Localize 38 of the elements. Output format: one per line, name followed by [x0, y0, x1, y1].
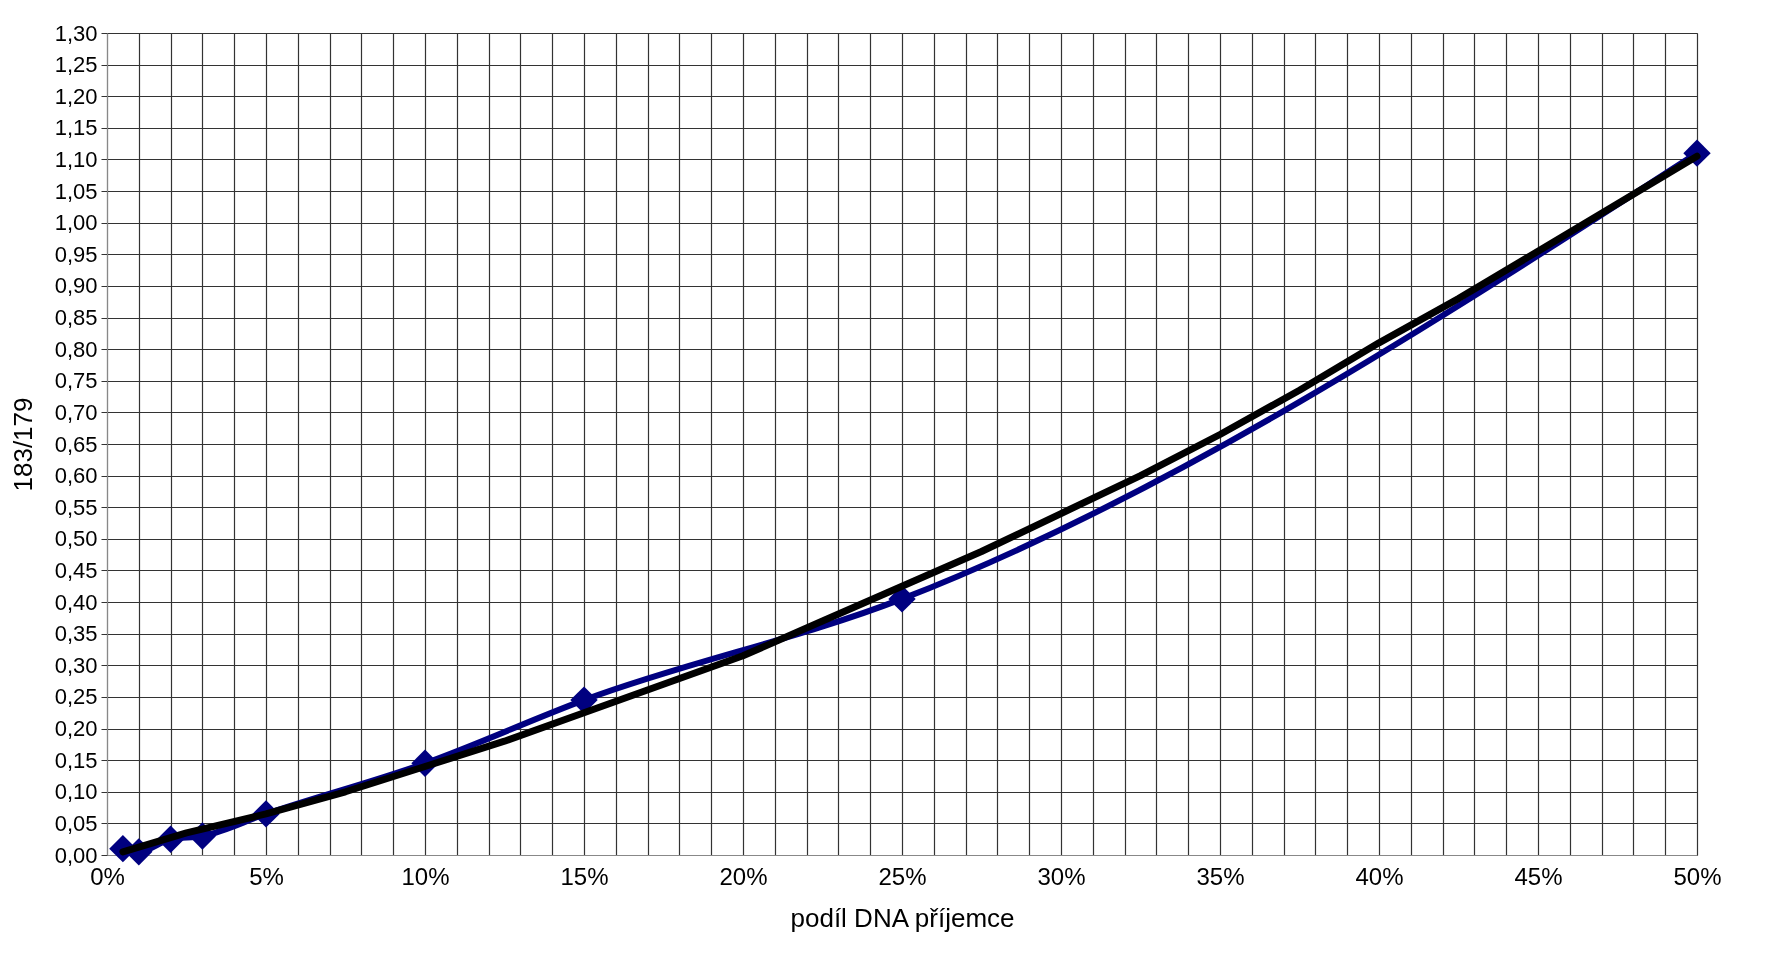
x-axis-title: podíl DNA příjemce: [790, 902, 1015, 933]
y-tick-label: 1,15: [54, 115, 98, 141]
y-tick-label: 0,45: [54, 557, 98, 583]
y-tick-label: 1,10: [54, 146, 98, 172]
y-tick-label: 0,10: [54, 779, 98, 805]
x-tick-label: 35%: [1196, 862, 1245, 890]
y-tick-label: 1,20: [54, 83, 98, 109]
y-tick-label: 0,30: [54, 652, 98, 678]
x-tick-label: 20%: [719, 862, 768, 890]
y-tick-label: 0,75: [54, 368, 98, 394]
x-tick-label: 40%: [1355, 862, 1404, 890]
y-tick-label: 1,05: [54, 178, 98, 204]
x-tick-label: 10%: [401, 862, 450, 890]
y-tick-label: 0,60: [54, 463, 98, 489]
y-tick-label: 0,90: [54, 273, 98, 299]
x-tick-label: 5%: [249, 862, 284, 890]
y-tick-label: 0,85: [54, 305, 98, 331]
y-tick-label: 1,00: [54, 210, 98, 236]
x-tick-label: 30%: [1037, 862, 1086, 890]
y-tick-label: 1,25: [54, 52, 98, 78]
x-tick-label: 45%: [1514, 862, 1563, 890]
x-tick-label: 25%: [878, 862, 927, 890]
y-tick-label: 0,65: [54, 431, 98, 457]
y-tick-label: 1,30: [54, 20, 98, 46]
y-tick-label: 0,40: [54, 589, 98, 615]
y-tick-label: 0,95: [54, 241, 98, 267]
x-tick-label: 50%: [1673, 862, 1722, 890]
y-tick-label: 0,15: [54, 747, 98, 773]
y-tick-label: 0,05: [54, 810, 98, 836]
y-tick-label: 0,55: [54, 494, 98, 520]
y-tick-label: 0,50: [54, 526, 98, 552]
y-tick-label: 0,70: [54, 399, 98, 425]
y-tick-label: 0,20: [54, 716, 98, 742]
y-axis-title: 183/179: [7, 397, 38, 492]
y-tick-label: 0,35: [54, 621, 98, 647]
y-tick-label: 0,80: [54, 336, 98, 362]
x-tick-label: 15%: [560, 862, 609, 890]
y-tick-label: 0,25: [54, 684, 98, 710]
